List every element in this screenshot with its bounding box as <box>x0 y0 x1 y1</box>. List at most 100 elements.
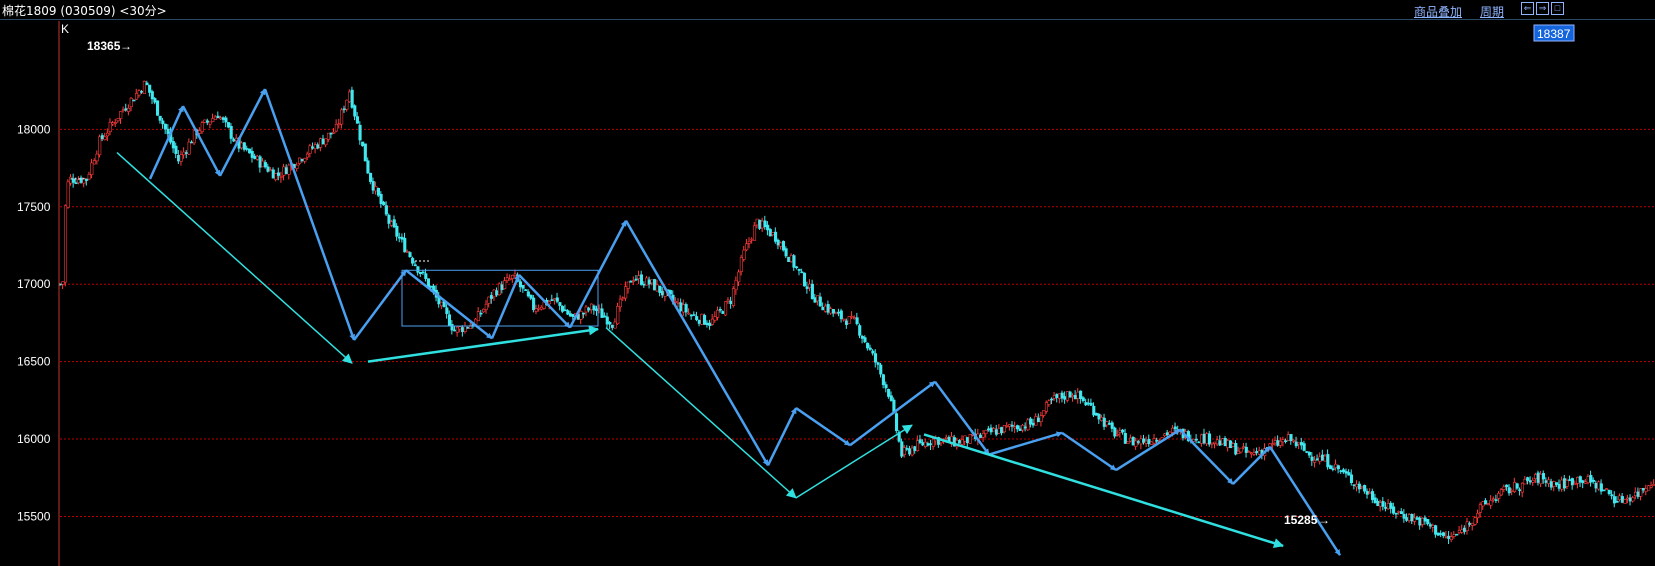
candle-body <box>981 432 985 438</box>
wave-arrow-15 <box>1061 431 1117 472</box>
candle-body <box>1039 415 1043 422</box>
candle-body <box>1250 452 1254 455</box>
candle-body <box>142 81 146 95</box>
candle-body <box>992 428 996 432</box>
candle-body <box>766 224 770 231</box>
trend-arrow-3 <box>795 424 913 499</box>
candle-body <box>1086 402 1091 405</box>
candle-body <box>1463 527 1467 532</box>
candle-body <box>1094 413 1098 416</box>
candle-body <box>503 280 507 290</box>
candle-body <box>902 447 906 455</box>
candle-body <box>687 312 691 315</box>
candle-body <box>626 281 630 289</box>
candle-body <box>1420 518 1425 525</box>
candle-body <box>894 413 899 431</box>
candle-body <box>337 123 341 126</box>
candle-body <box>968 434 972 444</box>
candle-body <box>831 309 835 314</box>
candle-body <box>616 306 620 325</box>
candle-body <box>445 307 449 314</box>
candle-body <box>1244 446 1248 453</box>
candle-body <box>134 93 139 100</box>
candle-body <box>1058 393 1062 399</box>
candle-body <box>261 160 265 168</box>
candle-body <box>518 281 523 288</box>
candle-body <box>269 169 273 172</box>
candle-body <box>119 111 123 119</box>
candle-body <box>513 273 517 276</box>
candle-body <box>1581 480 1585 484</box>
wave-arrow-12 <box>849 380 936 447</box>
candle-body <box>965 437 970 444</box>
overlay-commodity-link[interactable]: 商品叠加 <box>1414 5 1463 19</box>
low-price-marker: 15285 <box>1284 513 1318 527</box>
candle-body <box>1549 481 1553 488</box>
candle-body <box>355 116 359 124</box>
candle-body <box>108 121 112 133</box>
candle-body <box>1620 496 1624 503</box>
candle-body <box>1321 454 1325 461</box>
candle-body <box>1076 391 1080 399</box>
next-arrow-icon[interactable]: ⇒ <box>1536 2 1549 15</box>
candle-body <box>505 277 509 282</box>
candle-body <box>921 442 925 446</box>
period-link[interactable]: 周期 <box>1480 5 1505 19</box>
candle-body <box>710 318 715 325</box>
candle-body <box>227 122 231 128</box>
prev-arrow-icon[interactable]: ⇐ <box>1521 2 1534 15</box>
candle-body <box>326 132 331 140</box>
candle-body <box>881 374 885 385</box>
candle-body <box>1357 483 1361 490</box>
candle-body <box>384 205 388 215</box>
candle-body <box>905 448 909 450</box>
candle-body <box>284 167 288 175</box>
wave-arrow-9 <box>624 220 770 466</box>
candle-body <box>1505 484 1509 488</box>
candle-body <box>1562 478 1567 489</box>
candle-body <box>752 225 757 241</box>
candle-body <box>1010 424 1014 427</box>
trend-arrow-0 <box>116 152 353 364</box>
candle-body <box>1052 395 1056 399</box>
candle-body <box>340 109 344 125</box>
candle-body <box>1063 396 1067 400</box>
candle-body <box>129 97 133 108</box>
candle-body <box>724 301 728 316</box>
candle-body <box>426 278 430 288</box>
candle-body <box>1489 499 1493 506</box>
candle-body <box>1452 534 1456 537</box>
candle-body <box>66 181 70 208</box>
candle-body <box>358 124 362 141</box>
candle-body <box>455 326 459 333</box>
candle-body <box>755 218 759 226</box>
candle-body <box>1360 486 1364 489</box>
candle-body <box>1031 422 1035 426</box>
candle-body <box>587 307 591 311</box>
candle-body <box>1436 532 1440 536</box>
candle-body <box>390 221 394 226</box>
candle-body <box>1276 440 1280 446</box>
candle-body <box>637 275 641 280</box>
candle-body <box>313 144 317 149</box>
candle-body <box>511 274 515 280</box>
candle-body <box>763 220 767 228</box>
maximize-icon[interactable]: □ <box>1551 2 1564 15</box>
candle-body <box>1284 440 1288 443</box>
candle-body <box>1607 489 1611 495</box>
candle-body <box>106 132 110 137</box>
candle-body <box>345 99 349 110</box>
candle-body <box>1055 393 1059 399</box>
candle-body <box>655 284 659 292</box>
candle-body <box>553 298 557 301</box>
candle-body <box>1073 394 1077 400</box>
candle-body <box>660 291 665 296</box>
wave-arrow-18 <box>1232 445 1271 485</box>
candle-body <box>1200 434 1204 444</box>
candle-body <box>866 342 870 349</box>
candle-body <box>726 299 730 302</box>
candle-body <box>63 205 68 283</box>
candle-body <box>963 435 967 442</box>
y-tick-15500: 15500 <box>17 509 51 523</box>
candle-body <box>497 283 501 296</box>
